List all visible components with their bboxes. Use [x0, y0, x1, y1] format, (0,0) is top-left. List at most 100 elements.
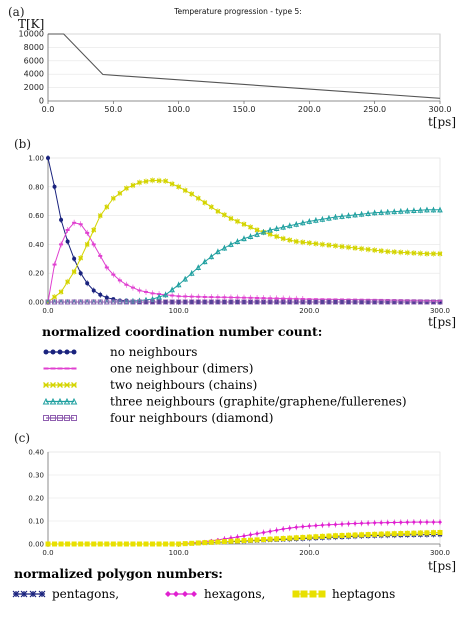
data-point [405, 531, 409, 535]
x-tick-label: 300.0 [430, 307, 450, 315]
data-point [131, 542, 135, 546]
data-point [85, 281, 89, 285]
data-point [46, 156, 50, 160]
legend-marker [191, 591, 197, 597]
data-point [53, 264, 57, 266]
x-tick-label: 200.0 [298, 105, 321, 114]
panel-b-xlabel: t[ps] [428, 315, 456, 329]
panel-b-coordination: (b) t[ps] 0.000.200.400.600.801.000.0 100… [14, 137, 456, 425]
data-point [66, 240, 70, 244]
legend-marker [310, 591, 316, 597]
data-point [281, 536, 285, 540]
data-point [360, 533, 364, 537]
data-point [431, 531, 435, 535]
legend-marker [301, 591, 307, 597]
data-point [105, 266, 109, 268]
x-tick-label: 300.0 [430, 549, 450, 557]
legend-marker [165, 591, 171, 597]
data-point [307, 535, 311, 539]
panel-c-legend-title: normalized polygon numbers: [14, 566, 223, 581]
legend-item: one neighbour (dimers) [44, 362, 254, 376]
data-point [235, 539, 239, 543]
legend-label: four neighbours (diamond) [110, 411, 273, 425]
data-point [229, 539, 233, 543]
data-point [151, 292, 155, 294]
data-point [249, 538, 253, 542]
y-tick-label: 0.20 [28, 495, 44, 503]
data-point [59, 243, 63, 245]
data-point [66, 542, 70, 546]
y-tick-label: 10000 [19, 30, 44, 39]
legend-marker [72, 368, 77, 370]
data-point [111, 542, 115, 546]
data-point [347, 533, 351, 537]
legend-item: two neighbours (chains) [44, 378, 258, 392]
y-tick-label: 2000 [24, 83, 44, 92]
data-point [105, 542, 109, 546]
data-point [320, 534, 324, 538]
data-point [190, 541, 194, 545]
data-point [72, 542, 76, 546]
data-point [242, 539, 246, 543]
legend-item: heptagons [293, 587, 395, 601]
panel-c-polygons: (c) t[ps] 0.000.100.200.300.400.0 100.0 20… [13, 431, 456, 601]
data-point [118, 542, 122, 546]
x-tick-label: 0.0 [42, 105, 55, 114]
x-tick-label: 200.0 [299, 307, 319, 315]
data-point [275, 537, 279, 541]
data-point [183, 295, 187, 297]
legend-marker [182, 591, 188, 597]
data-point [137, 289, 141, 291]
x-tick-label: 100.0 [169, 549, 189, 557]
data-point [183, 542, 187, 546]
legend-item: pentagons, [13, 587, 119, 601]
legend-item: hexagons, [165, 587, 265, 601]
y-tick-label: 0.80 [28, 183, 44, 191]
panel-a-temperature: (a) Temperature progression - type 5: T[… [8, 5, 456, 129]
data-point [235, 297, 239, 299]
legend-item: three neighbours (graphite/graphene/full… [44, 395, 407, 409]
data-point [144, 291, 148, 293]
data-point [216, 540, 220, 544]
y-tick-label: 4000 [24, 70, 44, 79]
data-point [92, 288, 96, 292]
data-point [425, 531, 429, 535]
data-point [222, 540, 226, 544]
data-point [288, 298, 292, 300]
data-point [386, 532, 390, 536]
legend-label: heptagons [332, 587, 395, 601]
data-point [281, 298, 285, 300]
data-point [242, 297, 246, 299]
data-point [170, 542, 174, 546]
data-point [79, 271, 83, 275]
data-point [177, 295, 181, 297]
data-point [216, 296, 220, 298]
data-point [222, 296, 226, 298]
data-point [268, 537, 272, 541]
data-point [294, 536, 298, 540]
panel-b-legend: no neighbours one neighbour (dimers) two n… [44, 345, 407, 425]
x-tick-label: 250.0 [363, 105, 386, 114]
data-point [327, 534, 331, 538]
data-point [255, 538, 259, 542]
data-point [399, 532, 403, 536]
legend-marker [39, 591, 45, 597]
x-tick-label: 100.0 [167, 105, 190, 114]
y-tick-label: 0.10 [28, 518, 44, 526]
legend-marker [51, 350, 56, 355]
panel-c-xlabel: t[ps] [428, 559, 456, 573]
data-point [79, 223, 83, 225]
data-point [124, 542, 128, 546]
data-point [46, 542, 50, 546]
legend-marker [51, 383, 56, 388]
data-point [92, 542, 96, 546]
legend-marker [58, 383, 63, 388]
legend-marker [21, 591, 27, 597]
data-point [262, 538, 266, 542]
legend-item: no neighbours [44, 345, 198, 359]
data-point [59, 218, 63, 222]
legend-marker [51, 368, 56, 370]
data-point [209, 540, 213, 544]
data-point [301, 535, 305, 539]
